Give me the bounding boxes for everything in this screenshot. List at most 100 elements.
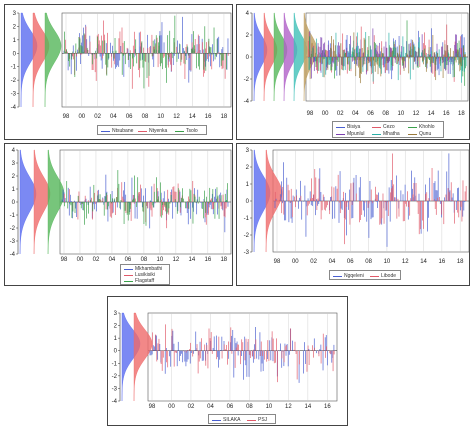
x-tick-label: 00 <box>78 114 85 120</box>
x-tick-label: 16 <box>324 404 331 410</box>
y-tick-label: 4 <box>246 11 250 17</box>
x-tick-label: 08 <box>382 111 389 117</box>
y-tick-label: -4 <box>11 105 17 111</box>
legend-item-flagstaff: Flagstaff <box>124 278 154 284</box>
x-tick-label: 08 <box>141 257 148 263</box>
legend-label: Mkhambathi <box>135 266 163 272</box>
legend-item-lusikisiki: Lusikisiki <box>124 272 155 278</box>
x-tick-label: 02 <box>337 111 344 117</box>
x-tick-label: 06 <box>126 114 133 120</box>
x-tick-label: 18 <box>221 114 228 120</box>
x-tick-label: 08 <box>246 404 253 410</box>
density-curve-tsolo <box>44 12 62 108</box>
density-curve-mkhambathi <box>19 149 37 255</box>
plot-area-frame <box>61 12 232 108</box>
legend-label: Tsolo <box>186 128 198 134</box>
legend-swatch <box>336 133 345 135</box>
y-tick-label: 1 <box>114 336 118 342</box>
legend-top-right: Bisiya Cezo Khohlo Mpunlul Mhatha Qunu <box>332 121 444 138</box>
x-tick-label: 12 <box>402 259 409 265</box>
y-tick-label: 3 <box>13 11 17 17</box>
y-tick-label: -2 <box>11 78 17 84</box>
y-tick-label: 3 <box>12 161 16 167</box>
y-tick-label: -4 <box>112 399 118 405</box>
legend-label: Bisiya <box>347 124 361 130</box>
x-tick-label: 00 <box>292 259 299 265</box>
legend-label: Flagstaff <box>135 278 155 284</box>
x-tick-label: 10 <box>384 259 391 265</box>
legend-swatch <box>101 130 110 132</box>
x-tick-label: 00 <box>168 404 175 410</box>
y-tick-label: -2 <box>244 233 250 239</box>
legend-item-bisiya: Bisiya <box>336 124 360 130</box>
plot-area-frame <box>147 312 338 402</box>
y-tick-label: -4 <box>10 252 16 258</box>
y-tick-label: 0 <box>246 55 250 61</box>
legend-swatch <box>370 275 379 277</box>
x-tick-label: 08 <box>365 259 372 265</box>
y-tick-label: -1 <box>112 361 118 367</box>
legend-swatch <box>408 133 417 135</box>
y-tick-label: -2 <box>10 226 16 232</box>
x-tick-label: 04 <box>207 404 214 410</box>
y-tick-label: 3 <box>114 311 118 317</box>
density-curve-lusikisiki <box>33 149 51 255</box>
y-tick-label: 0 <box>13 51 17 57</box>
y-tick-label: -2 <box>112 374 118 380</box>
x-tick-label: 10 <box>397 111 404 117</box>
legend-middle-right: Ngqeleni Libode <box>329 270 401 280</box>
x-tick-label: 16 <box>439 259 446 265</box>
y-tick-label: -4 <box>244 99 250 105</box>
x-tick-label: 04 <box>110 114 117 120</box>
x-tick-label: 14 <box>305 404 312 410</box>
x-tick-label: 10 <box>266 404 273 410</box>
legend-label: Cezo <box>383 124 395 130</box>
x-tick-label: 16 <box>443 111 450 117</box>
legend-item-ntsubane: Ntsubane <box>101 128 133 134</box>
legend-label: Ntyenka <box>149 128 168 134</box>
legend-item-ngqeleni: Ngqeleni <box>333 273 364 279</box>
x-tick-label: 12 <box>173 257 180 263</box>
chart-panel-middle-left: -4 -3 -2 -1 0 1 2 3 4 98 00 02 04 06 08 10 12 14 16 18 Mkha… <box>4 143 233 286</box>
x-tick-label: 02 <box>310 259 317 265</box>
legend-middle-left: Mkhambathi Lusikisiki Flagstaff <box>120 264 170 285</box>
chart-panel-top-left: -4 -3 -2 -1 0 1 2 3 98 00 02 04 06 08 10 12 14 16 18 Ntsub… <box>4 4 233 140</box>
x-tick-label: 12 <box>173 114 180 120</box>
x-tick-label: 98 <box>274 259 281 265</box>
legend-swatch <box>138 130 147 132</box>
x-tick-label: 00 <box>322 111 329 117</box>
y-tick-label: -2 <box>244 77 250 83</box>
legend-swatch <box>336 126 345 128</box>
y-tick-label: 1 <box>13 38 17 44</box>
legend-swatch <box>124 268 133 270</box>
x-tick-label: 02 <box>188 404 195 410</box>
x-tick-label: 06 <box>125 257 132 263</box>
x-tick-label: 14 <box>428 111 435 117</box>
legend-swatch <box>408 126 417 128</box>
x-tick-label: 16 <box>204 257 211 263</box>
y-tick-label: 2 <box>246 165 250 171</box>
x-tick-label: 04 <box>352 111 359 117</box>
x-tick-label: 02 <box>93 257 100 263</box>
x-tick-label: 18 <box>458 111 465 117</box>
x-tick-label: 12 <box>413 111 420 117</box>
legend-label: Ngqeleni <box>344 273 364 279</box>
legend-item-tsolo: Tsolo <box>175 128 198 134</box>
y-tick-label: 2 <box>12 174 16 180</box>
y-tick-label: 1 <box>12 187 16 193</box>
x-tick-label: 10 <box>157 114 164 120</box>
legend-item-libode: Libode <box>370 273 396 279</box>
legend-label: Mpunlul <box>347 131 365 137</box>
legend-label: SILAKA <box>223 417 241 423</box>
y-tick-label: 2 <box>114 324 118 330</box>
legend-swatch <box>124 280 133 282</box>
legend-item-cezo: Cezo <box>372 124 395 130</box>
x-tick-label: 04 <box>109 257 116 263</box>
y-tick-label: 1 <box>246 182 250 188</box>
legend-item-qunu: Qunu <box>408 131 431 137</box>
legend-item-psj: PSJ <box>247 417 267 423</box>
x-tick-label: 16 <box>205 114 212 120</box>
x-tick-label: 04 <box>329 259 336 265</box>
